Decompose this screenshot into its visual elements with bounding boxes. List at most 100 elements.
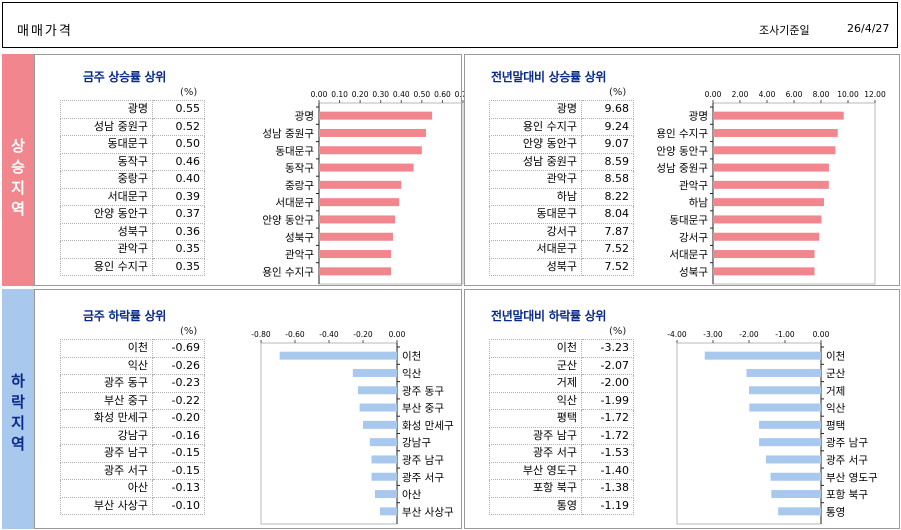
bar [713,232,820,241]
category-label: 이천 [402,351,421,363]
change-rate-cell: -1.19 [581,496,634,515]
x-tick-label: -4.00 [667,330,687,339]
x-tick-label: 0.40 [393,90,410,99]
change-rate-cell: -0.22 [152,391,205,410]
change-rate-cell: -1.72 [581,426,634,445]
chart-panel-1: 금주 상승률 상위 (%) 광명 0.55 성남 중원구 0.52 동대문구 0.50 동작구 0… [34,54,472,286]
x-tick-label: -3.00 [703,330,723,339]
table-row: 포항 북구 -1.38 [489,479,634,498]
change-rate-cell: -0.15 [152,444,205,463]
region-name-cell: 익산 [489,391,582,410]
category-label: 부산 중구 [402,403,444,415]
x-tick-label: 4.00 [759,90,776,99]
x-tick-label: 0.60 [434,90,451,99]
category-label: 광주 남구 [826,437,868,449]
change-rate-cell: -1.53 [581,444,634,463]
bar [771,490,821,499]
bar [770,472,821,481]
change-rate-cell: 0.52 [152,117,205,136]
bar [363,420,397,429]
change-rate-cell: -0.26 [152,356,205,375]
unit-label: (%) [609,326,627,337]
chart-title: 전년말대비 하락률 상위 [491,309,607,323]
bar [319,180,402,189]
x-tick-label: -0.80 [251,330,271,339]
x-tick-label: 0.30 [372,90,389,99]
region-name-cell: 성남 중원구 [60,117,153,136]
chart-title: 금주 하락률 상위 [83,309,166,323]
survey-date-value: 26/4/27 [847,22,890,35]
category-label: 강남구 [402,437,431,449]
chart-panel-2: 전년말대비 상승률 상위 (%) 광명 9.68 용인 수지구 9.24 안양 동안구 9.0… [464,54,900,286]
x-tick-label: 8.00 [813,90,830,99]
table-row: 동대문구 8.04 [489,205,634,224]
category-label: 관악구 [679,180,708,192]
table-row: 관악구 8.58 [489,170,634,189]
table-row: 용인 수지구 9.24 [489,117,634,136]
bar [369,438,397,447]
x-tick-label: -0.20 [353,330,373,339]
ranking-table: 이천 -3.23 군산 -2.07 거제 -2.00 익산 -1.99 평택 -1.72 광주 남구… [489,339,634,515]
x-tick-label: 0.10 [331,90,348,99]
unit-label: (%) [180,326,198,337]
page-title: 매매가격 [17,24,73,39]
category-label: 안양 동안구 [656,145,708,157]
category-label: 부산 영도구 [826,472,878,484]
category-label: 거제 [826,385,845,397]
bar [765,455,821,464]
region-name-cell: 성남 중원구 [489,152,582,171]
table-row: 동작구 0.46 [60,152,205,171]
bar [371,472,397,481]
bar [713,250,815,259]
chart-title: 금주 상승률 상위 [83,70,166,84]
change-rate-cell: 0.35 [152,257,205,276]
category-label: 광주 남구 [402,454,444,466]
region-name-cell: 동대문구 [489,205,582,224]
category-label: 서대문구 [275,197,314,209]
change-rate-cell: 8.04 [581,205,634,224]
region-name-cell: 용인 수지구 [60,257,153,276]
table-row: 부산 영도구 -1.40 [489,461,634,480]
chart-panel-3: 금주 하락률 상위 (%) 이천 -0.69 익산 -0.26 광주 동구 -0.23 부산 중… [34,289,462,529]
change-rate-cell: -0.23 [152,374,205,393]
region-name-cell: 서대문구 [489,240,582,259]
bar [371,455,397,464]
change-rate-cell: -0.69 [152,339,205,358]
change-rate-cell: -0.15 [152,461,205,480]
category-label: 하남 [689,196,709,209]
category-label: 익산 [402,368,422,380]
bar [319,267,391,276]
bar [713,111,844,120]
category-label: 부산 사상구 [402,506,454,518]
bar [319,111,433,120]
table-row: 부산 사상구 -0.10 [60,496,205,515]
category-label: 이천 [826,351,845,363]
table-row: 성남 중원구 8.59 [489,152,634,171]
change-rate-cell: -3.23 [581,339,634,358]
x-tick-label: 0.50 [414,90,431,99]
category-label: 통영 [826,506,845,518]
chart-title: 전년말대비 상승률 상위 [491,70,607,84]
table-row: 익산 -1.99 [489,391,634,410]
region-name-cell: 관악구 [60,240,153,259]
x-tick-label: -2.00 [739,330,759,339]
bar [749,403,821,412]
category-label: 광주 동구 [402,385,444,397]
bar [319,198,400,207]
category-label: 성남 중원구 [656,163,708,175]
change-rate-cell: 0.46 [152,152,205,171]
category-label: 중랑구 [285,180,314,192]
header-bar: 매매가격 조사기준일 26/4/27 [2,2,898,48]
bar [713,128,838,137]
table-row: 서대문구 7.52 [489,240,634,259]
table-row: 강남구 -0.16 [60,426,205,445]
region-name-cell: 포항 북구 [489,479,582,498]
category-label: 동작구 [285,163,314,175]
region-name-cell: 부산 사상구 [60,496,153,515]
x-tick-label: 0.00 [311,90,328,99]
table-row: 성남 중원구 0.52 [60,117,205,136]
table-row: 강서구 7.87 [489,222,634,241]
